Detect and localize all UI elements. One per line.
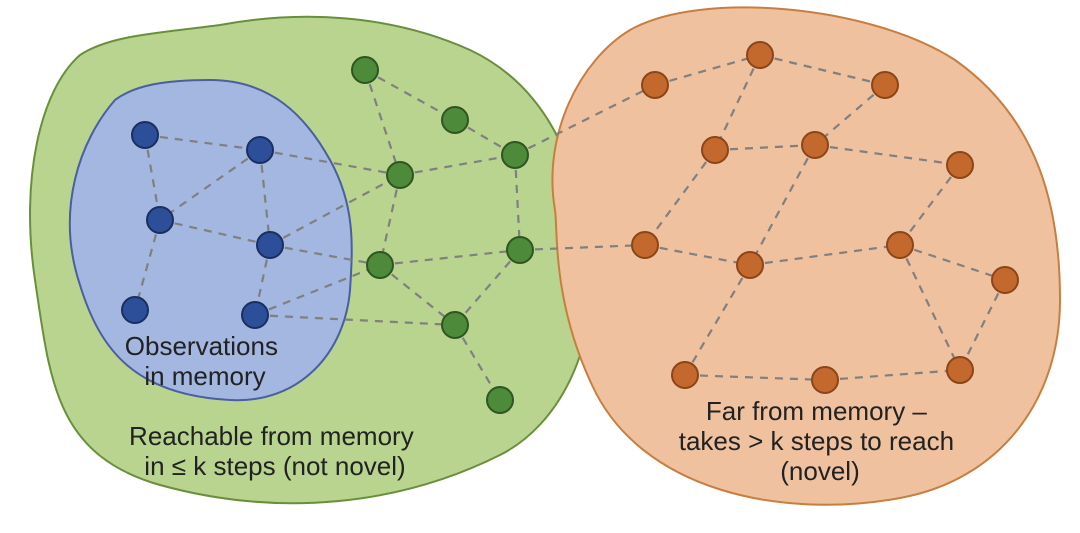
label-far-line2: takes > k steps to reach: [679, 426, 954, 456]
node-green: [352, 57, 378, 83]
node-green: [502, 142, 528, 168]
node-blue: [147, 207, 173, 233]
label-far-line3: (novel): [780, 456, 859, 486]
node-green: [487, 387, 513, 413]
label-memory-line1: Observations: [125, 331, 278, 361]
node-orange: [947, 357, 973, 383]
label-far-line1: Far from memory –: [706, 396, 928, 426]
node-orange: [812, 367, 838, 393]
node-orange: [672, 362, 698, 388]
node-orange: [887, 232, 913, 258]
node-orange: [872, 72, 898, 98]
node-orange: [702, 137, 728, 163]
node-orange: [737, 252, 763, 278]
label-reachable-line2: in ≤ k steps (not novel): [144, 451, 405, 481]
node-blue: [132, 122, 158, 148]
label-memory: Observations in memory: [125, 331, 285, 391]
node-blue: [247, 137, 273, 163]
node-green: [442, 312, 468, 338]
label-memory-line2: in memory: [144, 361, 265, 391]
node-green: [442, 107, 468, 133]
label-reachable: Reachable from memory in ≤ k steps (not …: [129, 421, 421, 481]
node-orange: [802, 132, 828, 158]
diagram-canvas: Observations in memory Reachable from me…: [0, 0, 1080, 533]
node-orange: [642, 72, 668, 98]
node-green: [367, 252, 393, 278]
label-reachable-line1: Reachable from memory: [129, 421, 414, 451]
node-blue: [242, 302, 268, 328]
node-orange: [947, 152, 973, 178]
node-green: [507, 237, 533, 263]
node-orange: [992, 267, 1018, 293]
node-orange: [747, 42, 773, 68]
node-green: [387, 162, 413, 188]
node-orange: [632, 232, 658, 258]
node-blue: [122, 297, 148, 323]
node-blue: [257, 232, 283, 258]
